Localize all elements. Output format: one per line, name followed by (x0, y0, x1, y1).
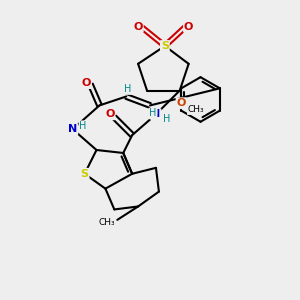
Text: H: H (163, 114, 170, 124)
Text: CH₃: CH₃ (188, 105, 204, 114)
Text: S: S (161, 41, 169, 51)
Text: O: O (134, 22, 143, 32)
Text: N: N (68, 124, 77, 134)
Text: O: O (105, 109, 115, 119)
Text: H: H (80, 121, 87, 131)
Text: O: O (81, 78, 91, 88)
Text: O: O (184, 22, 193, 32)
Text: S: S (81, 169, 88, 179)
Text: N: N (151, 109, 160, 119)
Text: H: H (124, 84, 131, 94)
Text: H: H (149, 108, 157, 118)
Text: CH₃: CH₃ (99, 218, 115, 227)
Text: O: O (176, 98, 186, 108)
